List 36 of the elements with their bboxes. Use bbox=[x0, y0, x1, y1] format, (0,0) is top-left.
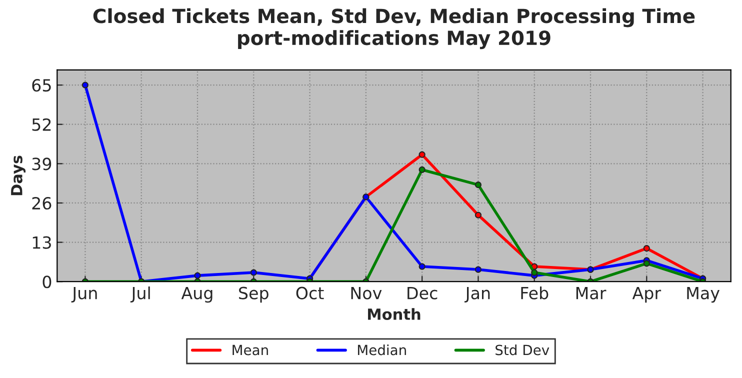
x-tick-label: Oct bbox=[296, 286, 324, 300]
x-tick-label: Jun bbox=[71, 286, 97, 302]
point bbox=[418, 166, 426, 174]
point bbox=[474, 266, 482, 273]
y-axis-title: Days bbox=[11, 156, 26, 196]
point bbox=[250, 269, 257, 276]
legend-label: Mean bbox=[232, 344, 268, 356]
x-tick-label: Aug bbox=[181, 286, 212, 303]
x-axis-title: Month bbox=[368, 308, 420, 320]
point bbox=[643, 260, 650, 267]
point bbox=[194, 272, 201, 279]
x-tick-label: May bbox=[687, 286, 720, 303]
y-tick-label: 26 bbox=[32, 196, 52, 210]
point bbox=[474, 212, 482, 218]
y-tick-label: 39 bbox=[32, 158, 52, 170]
x-tick-label: Jul bbox=[130, 286, 150, 302]
point bbox=[418, 263, 426, 270]
x-tick-label: Dec bbox=[408, 286, 438, 300]
x-tick-label: Apr bbox=[632, 286, 662, 303]
legend-label: Median bbox=[358, 344, 406, 356]
x-tick-label: Sep bbox=[239, 286, 268, 303]
y-tick-label: 0 bbox=[42, 276, 52, 288]
x-tick-label: Mar bbox=[576, 286, 606, 300]
point bbox=[418, 151, 426, 158]
y-tick-label: 13 bbox=[32, 236, 51, 249]
point bbox=[474, 182, 482, 188]
point bbox=[531, 269, 538, 276]
point bbox=[643, 245, 650, 252]
point bbox=[82, 82, 89, 88]
legend-label: Std Dev bbox=[496, 344, 550, 356]
chart-title: Closed Tickets Mean, Std Dev, Median Processing Time port-modifications May 2019 bbox=[93, 8, 695, 50]
x-tick-label: Nov bbox=[351, 286, 382, 300]
x-tick-label: Jan bbox=[464, 286, 490, 302]
y-tick-label: 65 bbox=[32, 79, 51, 92]
y-tick-label: 52 bbox=[32, 118, 51, 131]
x-tick-label: Feb bbox=[521, 286, 548, 300]
